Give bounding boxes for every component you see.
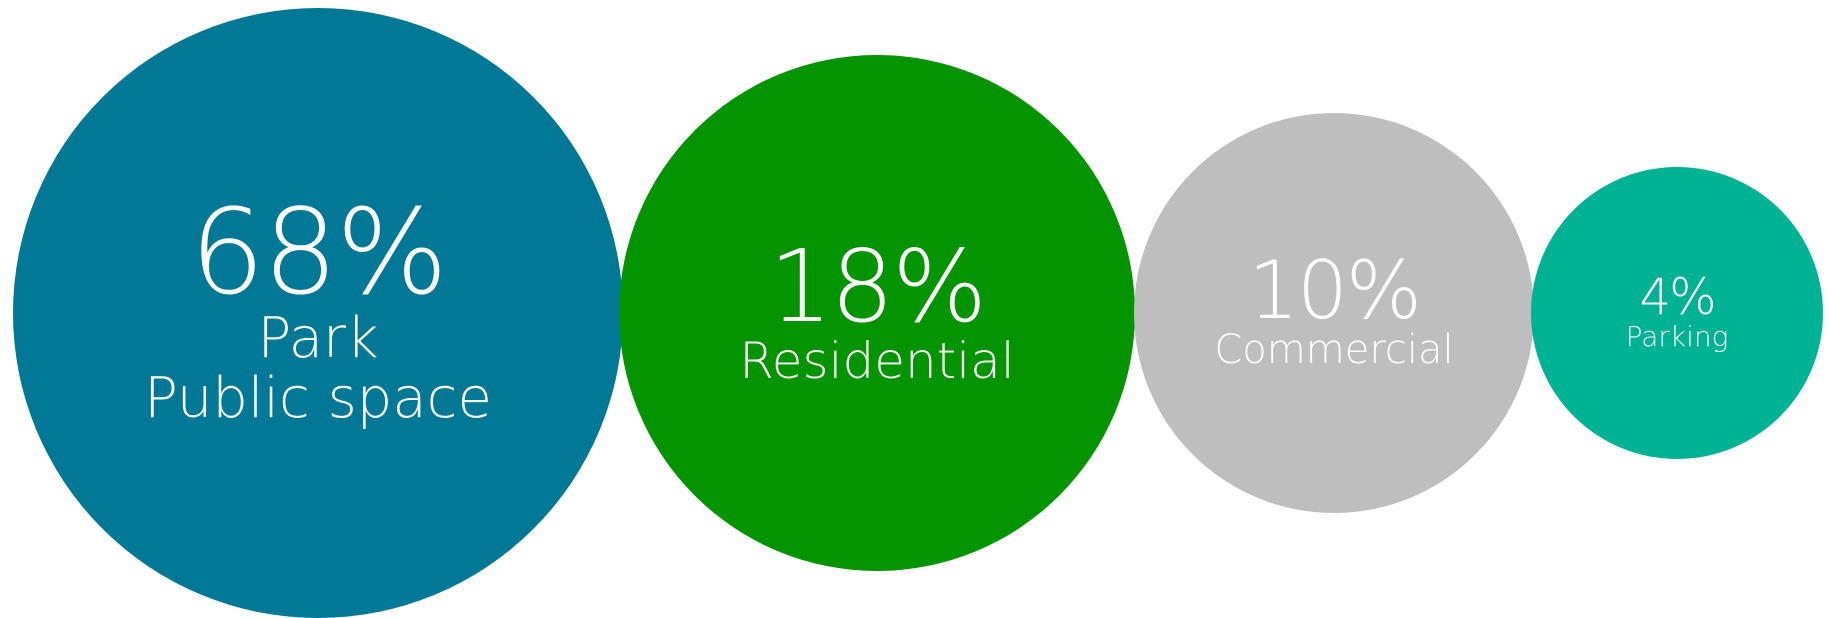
category-label: Commercial xyxy=(1214,327,1454,374)
value-label: 4% xyxy=(1639,268,1716,327)
bubble-park-public-space: 68% Park Public space xyxy=(13,8,623,618)
bubble-residential: 18% Residential xyxy=(619,55,1135,571)
value-label: 68% xyxy=(189,183,448,322)
category-label: Residential xyxy=(739,331,1015,390)
category-label: Parking xyxy=(1625,319,1729,353)
bubble-parking: 4% Parking xyxy=(1531,167,1823,459)
bubble-commercial: 10% Commercial xyxy=(1134,113,1534,513)
value-label: 10% xyxy=(1248,244,1422,338)
value-label: 18% xyxy=(768,227,987,345)
category-label: Park Public space xyxy=(144,305,492,432)
